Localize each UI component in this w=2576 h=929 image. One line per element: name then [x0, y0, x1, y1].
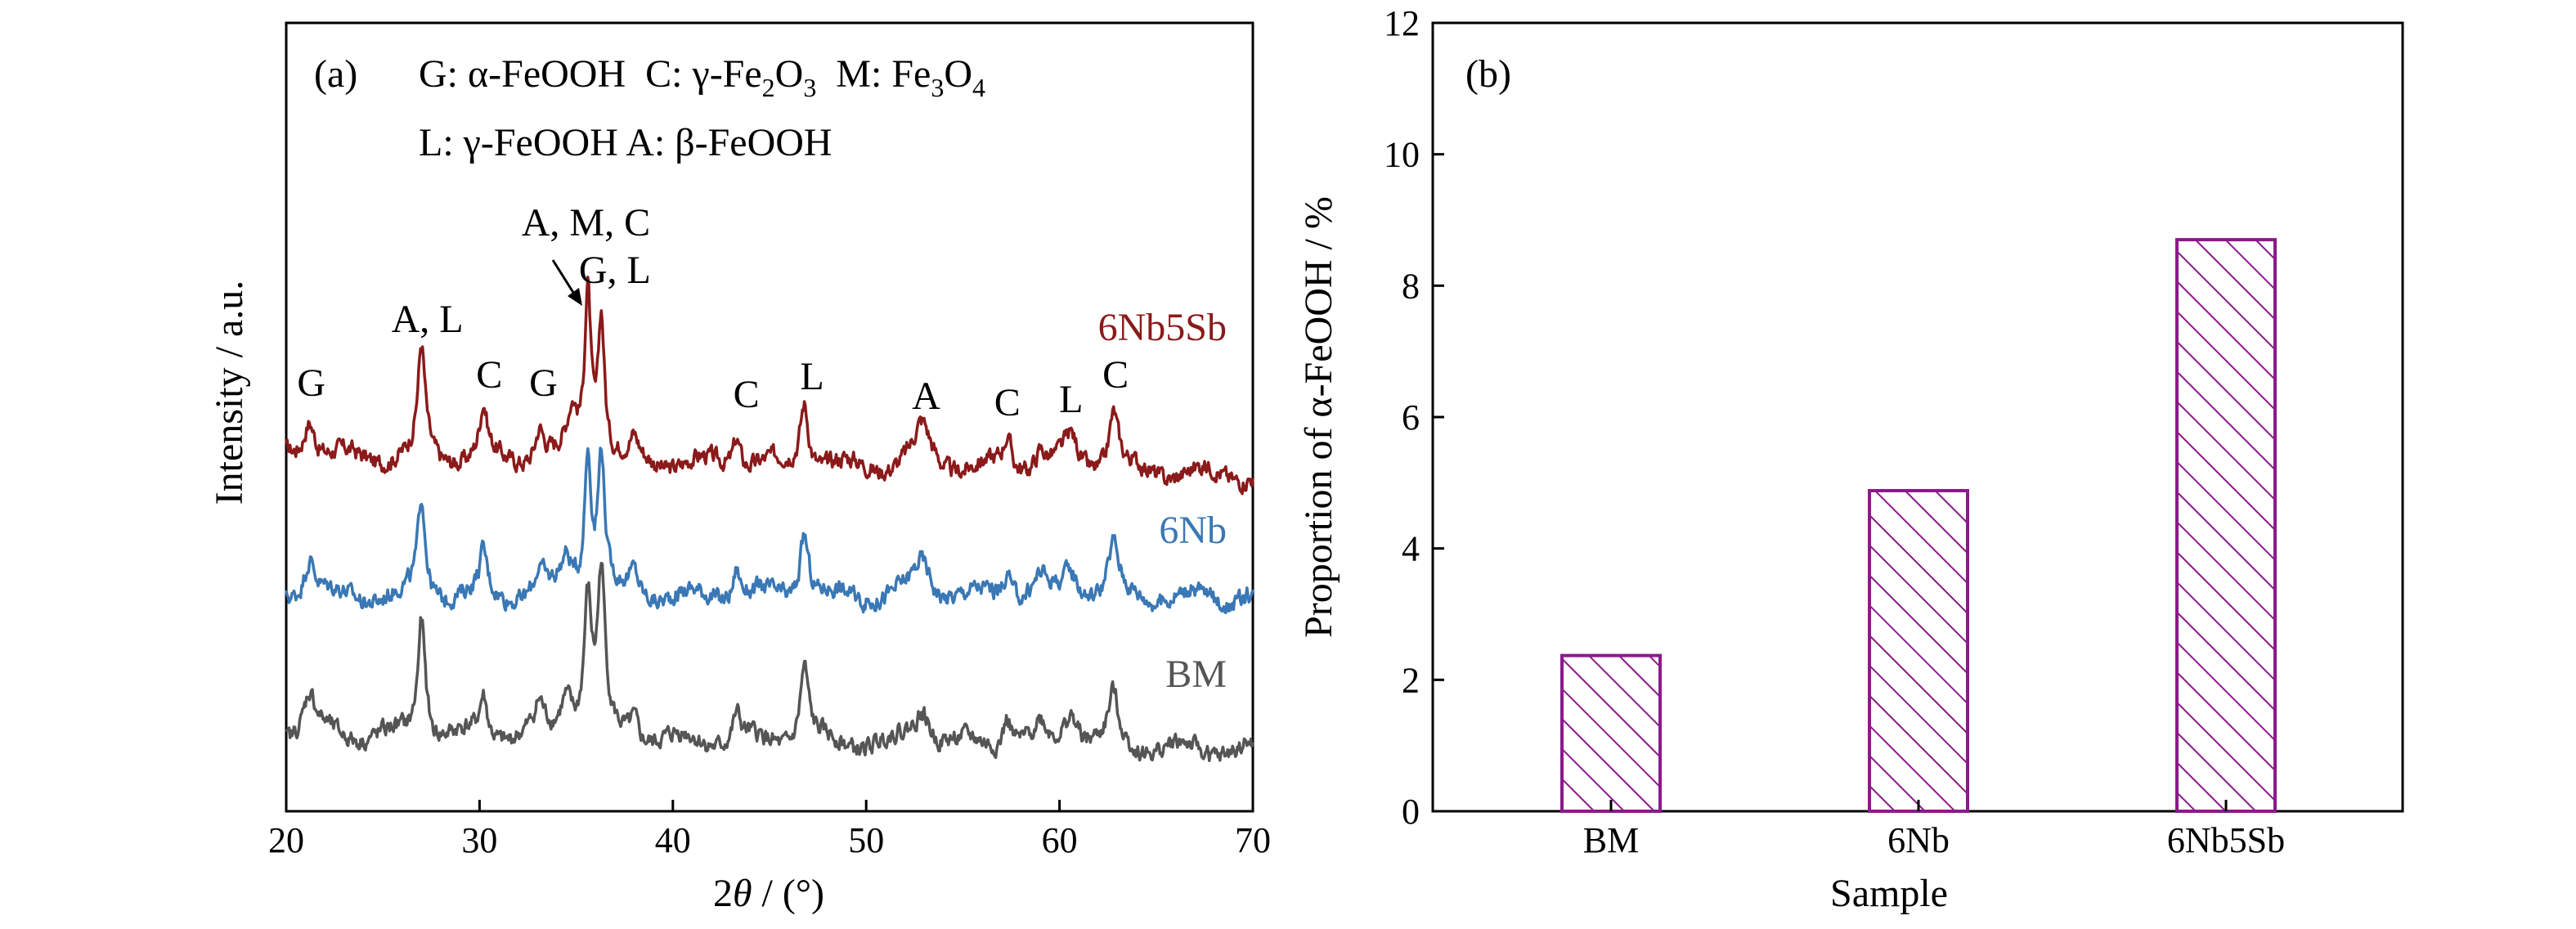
y-tick-label-2: 2 [1402, 660, 1420, 700]
y-tick-label-0: 0 [1402, 792, 1420, 832]
phase-legend-line-2: L: γ-FeOOH A: β-FeOOH [419, 121, 832, 164]
peak-annotation: C [994, 381, 1021, 424]
series-label-6nb5sb: 6Nb5Sb [1098, 306, 1227, 349]
panel-b-y-axis-label: Proportion of α-FeOOH / % [1297, 196, 1340, 638]
panel-a-x-axis-label: 2θ / (°) [713, 872, 824, 915]
y-tick-label-12: 12 [1384, 3, 1420, 43]
peak-annotation: L [800, 355, 824, 398]
peak-arrow [551, 259, 578, 298]
x-tick-label-20: 20 [268, 820, 304, 860]
panel-a-x-ticks: 20 30 40 50 60 70 [268, 800, 1271, 860]
bar-6nb5sb [2175, 238, 2277, 814]
xrd-line-6nb5sb [285, 276, 1254, 496]
peak-arrow-head [568, 288, 582, 306]
peak-annotation: G, L [579, 249, 651, 292]
series-label-6nb: 6Nb [1159, 509, 1227, 552]
phase-legend-line-1: G: α-FeOOH C: γ-Fe2O3 M: Fe3O4 [419, 52, 985, 102]
panel-b-y-ticks: 0 2 4 6 8 10 12 [1384, 3, 1444, 832]
panel-b-x-ticks: BM 6Nb 6Nb5Sb [1583, 800, 2285, 860]
panel-a-frame [285, 21, 1254, 813]
bar-series [1560, 238, 2277, 814]
panel-a: 20 30 40 50 60 70 GA, LC GA, M, CG, LC L A C LC (a… [208, 21, 1271, 915]
panel-b-label: (b) [1465, 52, 1511, 96]
series-label-bm: BM [1165, 653, 1227, 696]
panel-b: 0 2 4 6 8 10 12 BM 6Nb 6Nb5Sb (b) Proportion of … [1297, 3, 2404, 915]
bar-6nb [1868, 488, 1969, 813]
x-tick-label-60: 60 [1042, 820, 1078, 860]
x-tick-label-40: 40 [655, 820, 691, 860]
y-tick-label-6: 6 [1402, 397, 1420, 438]
panel-a-label: (a) [314, 52, 357, 96]
x-tick-label-70: 70 [1235, 820, 1271, 860]
y-tick-label-10: 10 [1384, 135, 1420, 175]
x-tick-label-bm: BM [1583, 820, 1639, 860]
peak-annotation: L [1059, 378, 1083, 421]
y-tick-label-8: 8 [1402, 266, 1420, 306]
x-tick-label-6nb5sb: 6Nb5Sb [2167, 820, 2285, 860]
peak-annotation: C [1102, 353, 1129, 397]
peak-annotation: A, L [392, 298, 464, 341]
x-tick-label-30: 30 [461, 820, 497, 860]
xrd-curves [285, 276, 1254, 762]
bar-bm [1560, 653, 1662, 813]
x-tick-label-6nb: 6Nb [1887, 820, 1950, 860]
x-tick-label-50: 50 [848, 820, 884, 860]
peak-annotation: G [297, 361, 325, 405]
peak-annotation: G [529, 361, 558, 405]
panel-b-x-axis-label: Sample [1830, 872, 1948, 915]
xrd-line-bm [285, 562, 1254, 762]
peak-annotation: A [912, 375, 940, 418]
peak-annotation: C [734, 373, 760, 416]
panel-a-y-axis-label: Intensity / a.u. [208, 280, 251, 505]
peak-annotations: GA, LC GA, M, CG, LC L A C LC [297, 201, 1129, 424]
peak-annotation: C [476, 353, 502, 397]
xrd-line-6nb [285, 447, 1254, 614]
y-tick-label-4: 4 [1402, 529, 1420, 569]
peak-annotation: A, M, C [522, 201, 650, 245]
